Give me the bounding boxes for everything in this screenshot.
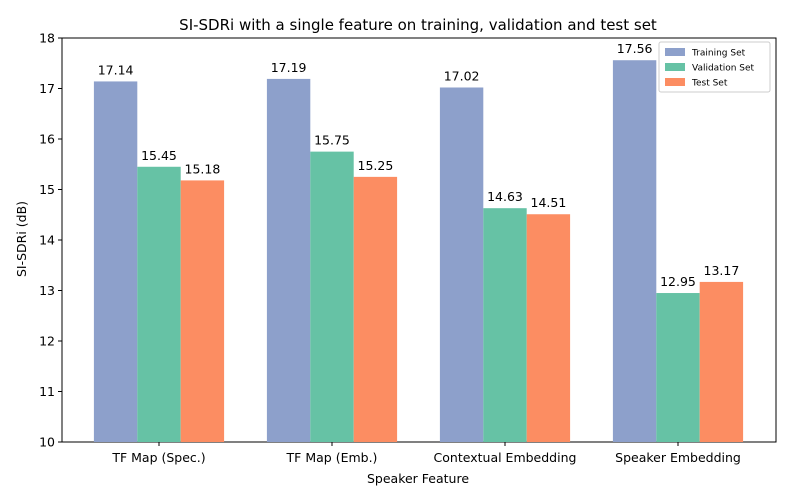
bar [353, 176, 398, 442]
legend-swatch [665, 48, 685, 56]
bar [483, 208, 527, 442]
legend-swatch [665, 78, 685, 86]
bar [656, 293, 700, 442]
y-tick-label: 16 [39, 132, 55, 147]
legend: Training Set Validation Set Test Set [658, 41, 771, 93]
bar [137, 166, 181, 442]
bar-value-label: 12.95 [660, 274, 696, 289]
bar [612, 60, 657, 442]
legend-label: Test Set [691, 79, 728, 89]
y-tick-label: 15 [39, 182, 55, 197]
y-tick-label: 18 [39, 31, 55, 46]
plot-area: 10 11 12 13 14 15 16 17 18 TF Map (Spec.) 17.14 15.… [39, 31, 777, 465]
legend-label: Training Set [691, 49, 746, 59]
legend-label: Validation Set [692, 64, 755, 74]
y-tick-label: 17 [39, 81, 55, 96]
legend-box [658, 41, 771, 93]
chart-title: SI-SDRi with a single feature on trainin… [179, 16, 657, 34]
bar [93, 81, 138, 443]
bar-value-label: 15.45 [141, 148, 177, 163]
bar-value-label: 17.02 [444, 68, 480, 83]
bar-value-label: 17.56 [617, 41, 653, 56]
bar-value-label: 15.75 [314, 133, 350, 148]
bar-value-label: 13.17 [704, 263, 740, 278]
x-tick-label: Contextual Embedding [434, 450, 577, 465]
y-tick-label: 14 [39, 233, 55, 248]
x-axis-label: Speaker Feature [367, 471, 469, 486]
y-tick-label: 12 [39, 334, 55, 349]
bar [310, 151, 354, 442]
bar-value-label: 14.51 [531, 195, 567, 210]
bar-value-label: 17.14 [98, 62, 134, 77]
bar-value-label: 15.25 [358, 158, 394, 173]
bar [526, 214, 571, 442]
bar [266, 78, 311, 442]
y-axis-label: SI-SDRi (dB) [14, 201, 29, 277]
legend-swatch [665, 63, 685, 71]
bar [180, 180, 225, 442]
bar [439, 87, 484, 443]
x-tick-label: TF Map (Spec.) [111, 450, 205, 465]
x-tick-label: Speaker Embedding [615, 450, 741, 465]
bar-value-label: 15.18 [185, 161, 221, 176]
y-tick-label: 11 [39, 384, 55, 399]
y-tick-label: 10 [39, 435, 55, 450]
bar-value-label: 14.63 [487, 189, 523, 204]
x-tick-label: TF Map (Emb.) [286, 450, 378, 465]
bar-value-label: 17.19 [271, 60, 307, 75]
bar [699, 281, 744, 442]
y-tick-label: 13 [39, 283, 55, 298]
